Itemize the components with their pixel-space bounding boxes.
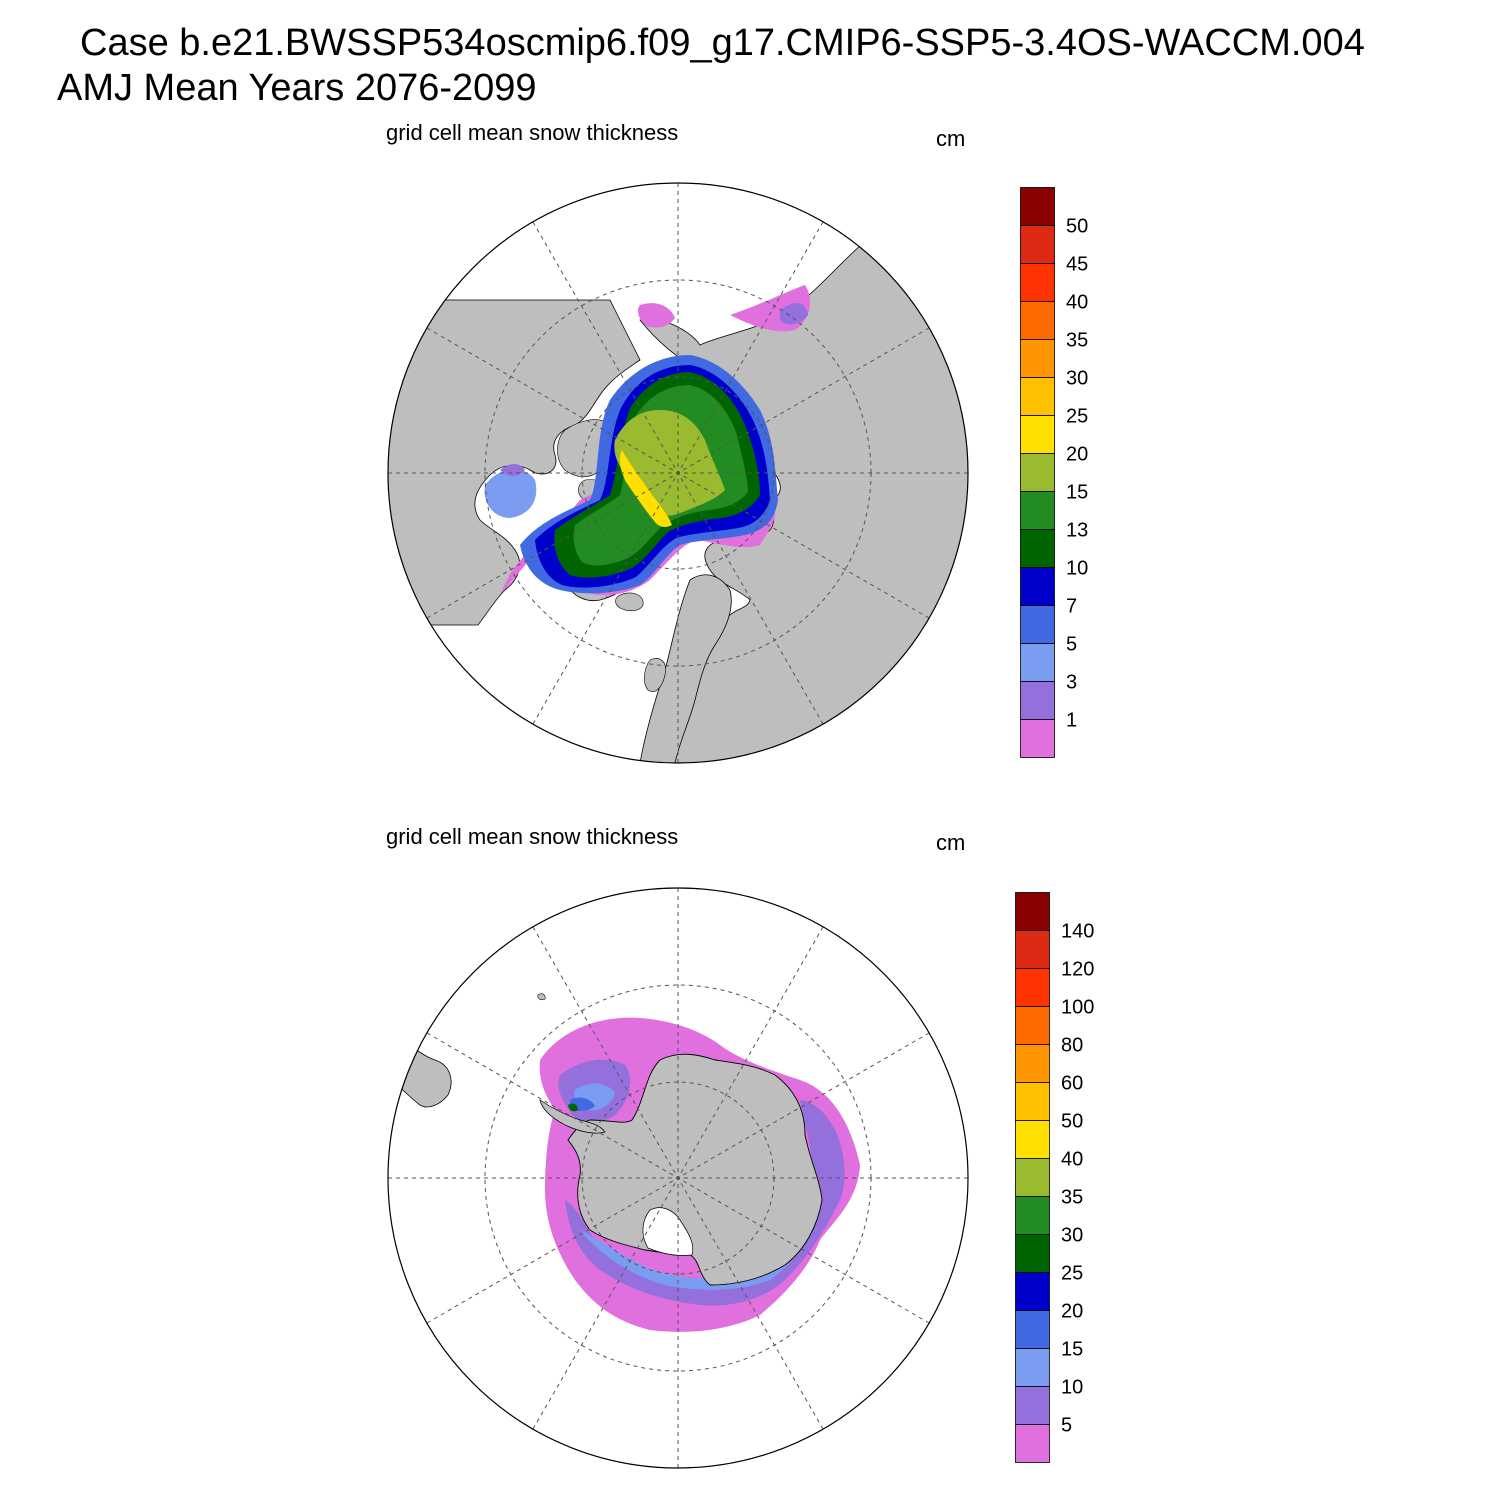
sh-colorbar-swatch <box>1015 1386 1050 1425</box>
sh-colorbar-swatch <box>1015 1348 1050 1387</box>
nh-units-label: cm <box>936 126 966 151</box>
nh-colorbar-tick-label: 25 <box>1066 406 1088 428</box>
figure-title-case: Case b.e21.BWSSP534oscmip6.f09_g17.CMIP6… <box>80 22 1365 64</box>
nh-polar-map <box>387 182 969 764</box>
nh-colorbar-swatch <box>1020 415 1055 454</box>
nh-land-britain <box>644 658 666 692</box>
nh-colorbar-tick-label: 30 <box>1066 368 1088 390</box>
sh-colorbar-tick-label: 20 <box>1061 1301 1083 1323</box>
sh-colorbar-tick-label: 120 <box>1061 959 1094 981</box>
sh-units-label: cm <box>936 830 966 855</box>
sh-ross-ice-shelf <box>642 1207 694 1256</box>
sh-colorbar-swatch <box>1015 1272 1050 1311</box>
sh-colorbar-swatch <box>1015 1234 1050 1273</box>
sh-colorbar-tick-label: 15 <box>1061 1339 1083 1361</box>
sh-colorbar-tick-label: 25 <box>1061 1263 1083 1285</box>
nh-snow-yellow <box>619 450 672 527</box>
sh-colorbar-tick-label: 80 <box>1061 1035 1083 1057</box>
nh-colorbar-swatch <box>1020 225 1055 264</box>
nh-colorbar-tick-label: 35 <box>1066 330 1088 352</box>
sh-colorbar-swatch <box>1015 1082 1050 1121</box>
sh-colorbar-tick-label: 60 <box>1061 1073 1083 1095</box>
nh-colorbar-tick-label: 7 <box>1066 596 1077 618</box>
nh-graticule <box>388 183 968 763</box>
nh-colorbar-swatch <box>1020 187 1055 226</box>
sh-colorbar-tick-label: 30 <box>1061 1225 1083 1247</box>
nh-colorbar-tick-label: 50 <box>1066 216 1088 238</box>
nh-colorbar-swatch <box>1020 453 1055 492</box>
sh-colorbar-tick-label: 40 <box>1061 1149 1083 1171</box>
sh-colorbar-swatch <box>1015 1158 1050 1197</box>
nh-colorbar-tick-label: 40 <box>1066 292 1088 314</box>
nh-colorbar-swatch <box>1020 301 1055 340</box>
nh-colorbar-swatch <box>1020 643 1055 682</box>
nh-colorbar: 1 3 5 7 10 13 15 20 25 30 35 40 45 50 <box>1020 187 1120 758</box>
nh-land-iceland <box>615 592 644 611</box>
sh-snow-darkgreen <box>568 1103 578 1112</box>
nh-colorbar-tick-label: 45 <box>1066 254 1088 276</box>
sh-panel-title: grid cell mean snow thickness <box>386 824 679 849</box>
nh-colorbar-swatch <box>1020 719 1055 758</box>
nh-snow-hudson-light <box>484 469 537 518</box>
sh-land-island-1 <box>537 993 546 1001</box>
nh-colorbar-swatch <box>1020 339 1055 378</box>
nh-colorbar-swatch <box>1020 263 1055 302</box>
nh-colorbar-tick-label: 10 <box>1066 558 1088 580</box>
sh-colorbar-swatch <box>1015 892 1050 931</box>
sh-colorbar-tick-label: 100 <box>1061 997 1094 1019</box>
nh-colorbar-swatch <box>1020 529 1055 568</box>
nh-colorbar-tick-label: 13 <box>1066 520 1088 542</box>
sh-colorbar-svg: 5 10 15 20 25 30 35 40 50 60 80 100 120 140 <box>1015 892 1094 1463</box>
nh-colorbar-swatch <box>1020 605 1055 644</box>
sh-colorbar-swatch <box>1015 1044 1050 1083</box>
sh-land-antarctica <box>567 1053 823 1286</box>
sh-colorbar: 5 10 15 20 25 30 35 40 50 60 80 100 120 140 <box>1015 892 1115 1463</box>
sh-colorbar-swatch <box>1015 968 1050 1007</box>
sh-snow-purple-ring <box>565 1100 845 1306</box>
sh-colorbar-swatch <box>1015 1006 1050 1045</box>
figure-title-period: AMJ Mean Years 2076-2099 <box>57 67 537 109</box>
nh-colorbar-swatch <box>1020 567 1055 606</box>
sh-polar-map <box>387 887 969 1469</box>
sh-colorbar-tick-label: 5 <box>1061 1415 1072 1437</box>
sh-land-peninsula <box>539 1099 606 1134</box>
sh-graticule <box>388 888 968 1468</box>
nh-colorbar-tick-label: 3 <box>1066 672 1077 694</box>
sh-colorbar-swatch <box>1015 930 1050 969</box>
sh-map-border <box>387 887 969 1469</box>
sh-colorbar-tick-label: 10 <box>1061 1377 1083 1399</box>
nh-map-border <box>387 182 969 764</box>
sh-colorbar-swatch <box>1015 1310 1050 1349</box>
nh-colorbar-swatch <box>1020 377 1055 416</box>
sh-colorbar-swatch <box>1015 1424 1050 1463</box>
sh-colorbar-swatch <box>1015 1120 1050 1159</box>
sh-colorbar-tick-label: 35 <box>1061 1187 1083 1209</box>
nh-colorbar-swatch <box>1020 681 1055 720</box>
nh-colorbar-tick-label: 15 <box>1066 482 1088 504</box>
nh-snow-okhotsk-pink <box>637 303 675 328</box>
nh-colorbar-tick-label: 20 <box>1066 444 1088 466</box>
sh-colorbar-tick-label: 50 <box>1061 1111 1083 1133</box>
nh-colorbar-swatch <box>1020 491 1055 530</box>
nh-snow-bering-purple <box>780 303 808 325</box>
sh-colorbar-swatch <box>1015 1196 1050 1235</box>
nh-colorbar-tick-label: 1 <box>1066 710 1077 732</box>
nh-panel-title: grid cell mean snow thickness <box>386 120 679 145</box>
sh-colorbar-tick-label: 140 <box>1061 921 1094 943</box>
nh-colorbar-tick-label: 5 <box>1066 634 1077 656</box>
